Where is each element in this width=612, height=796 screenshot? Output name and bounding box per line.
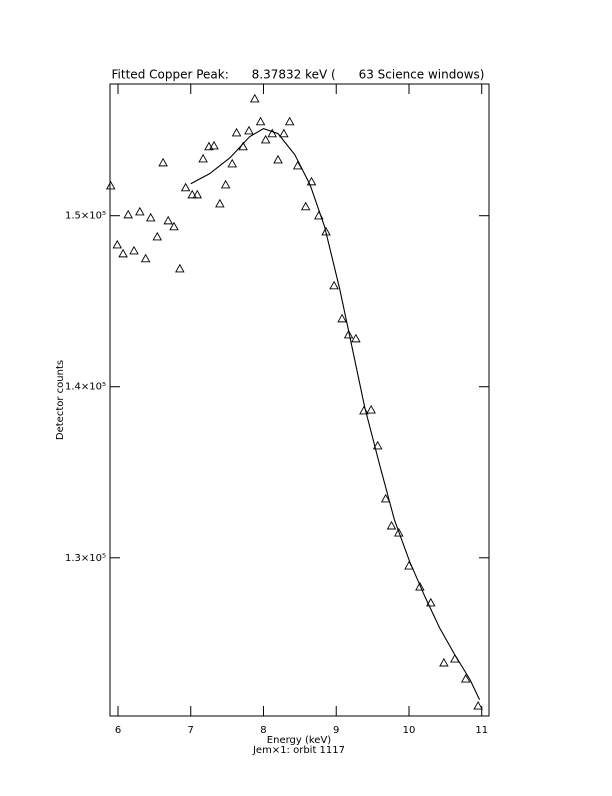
data-point [152, 231, 163, 241]
data-point [244, 125, 254, 135]
data-point [123, 209, 133, 219]
data-point [215, 198, 225, 208]
data-point [112, 239, 123, 249]
fit-curve [190, 128, 481, 700]
data-point [169, 221, 179, 231]
y-tick-label: 1.5×10⁵ [65, 211, 106, 222]
x-tick-label: 11 [475, 725, 488, 736]
data-point [204, 141, 214, 151]
data-point [180, 182, 191, 192]
x-tick-label: 7 [188, 725, 194, 736]
x-tick-label: 10 [403, 725, 416, 736]
data-point [273, 154, 283, 164]
data-point [372, 440, 383, 450]
data-point [118, 248, 128, 258]
data-point [300, 201, 311, 211]
data-point [337, 313, 347, 323]
data-point [198, 153, 208, 163]
plot-frame [109, 83, 490, 717]
data-point [366, 404, 376, 414]
data-point [187, 189, 197, 199]
data-point [227, 158, 237, 168]
x-tick-label: 9 [333, 725, 339, 736]
data-point [380, 493, 391, 503]
data-point [135, 206, 145, 216]
data-point [163, 215, 173, 225]
chart-title: Fitted Copper Peak: 8.37832 keV ( 63 Sci… [112, 68, 485, 82]
data-point [415, 581, 425, 591]
data-point [439, 657, 449, 667]
data-point [220, 179, 231, 189]
x-tick-label: 6 [115, 725, 121, 736]
subtitle: Jem×1: orbit 1117 [252, 745, 345, 756]
data-point [306, 176, 317, 186]
data-point [426, 597, 436, 607]
data-point [145, 212, 156, 222]
data-point [394, 527, 404, 537]
data-point [105, 180, 116, 190]
data-point [129, 245, 139, 255]
data-point [231, 127, 242, 137]
data-point [267, 128, 277, 138]
data-point [284, 116, 295, 126]
data-point [329, 280, 339, 290]
data-point [343, 329, 354, 339]
data-point [386, 520, 397, 530]
data-point [140, 253, 151, 263]
data-point [249, 93, 260, 103]
data-point [473, 700, 483, 710]
x-tick-label: 8 [260, 725, 266, 736]
y-tick-label: 1.3×10⁵ [65, 553, 106, 564]
x-axis-label: Energy (keV) [267, 735, 332, 746]
data-point [175, 263, 185, 273]
y-tick-label: 1.4×10⁵ [65, 382, 106, 393]
data-point [209, 140, 219, 150]
y-axis-label: Detector counts [55, 360, 66, 440]
data-point [351, 333, 361, 343]
data-point [192, 189, 203, 199]
data-point [279, 128, 289, 138]
data-point [260, 134, 271, 144]
data-point [460, 673, 471, 683]
data-point [255, 116, 266, 126]
data-point [158, 157, 168, 167]
